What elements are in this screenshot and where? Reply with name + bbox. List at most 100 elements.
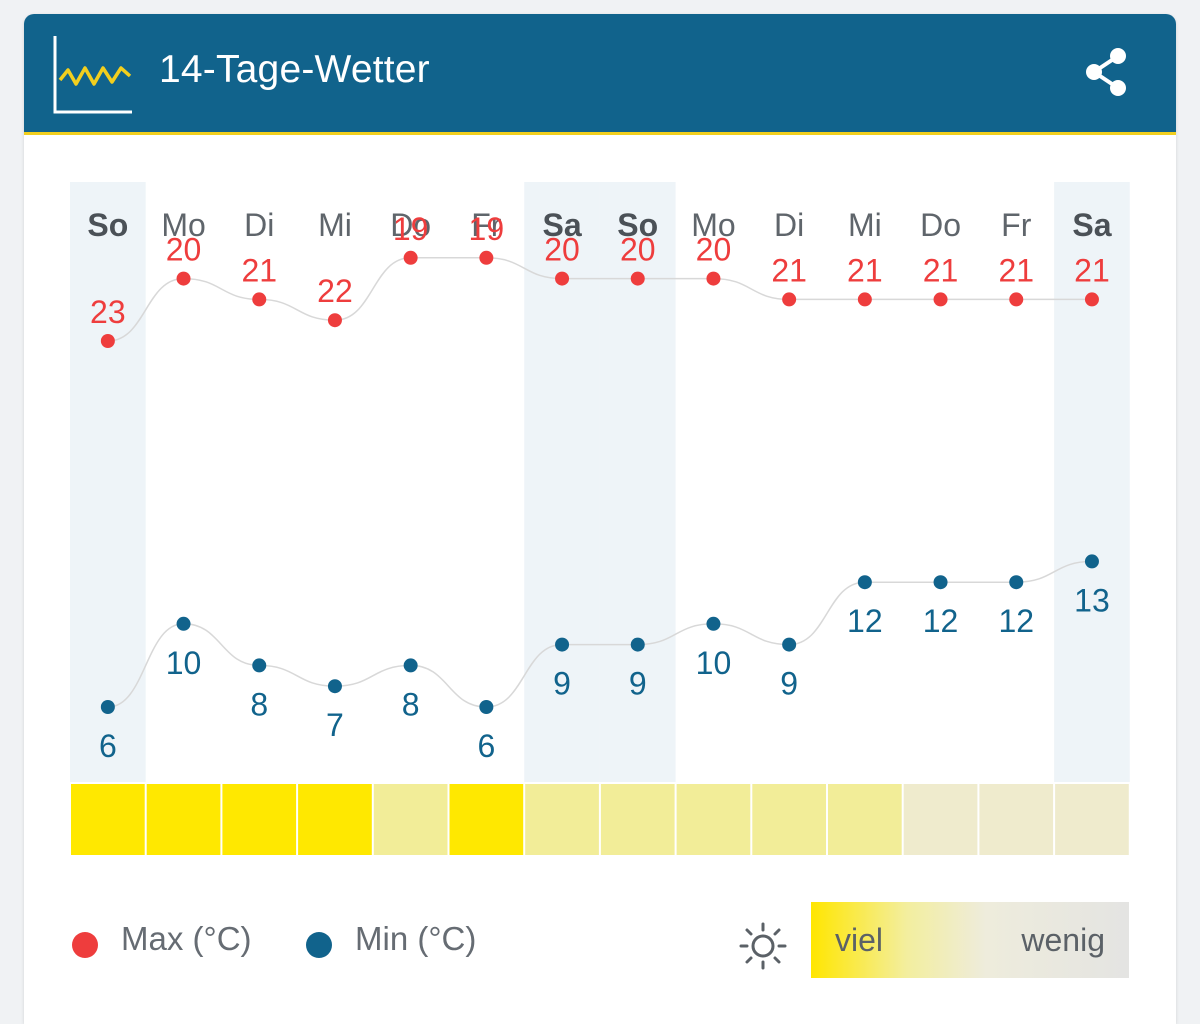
share-icon[interactable]	[1082, 46, 1130, 98]
max-point	[857, 292, 872, 307]
max-point	[252, 292, 267, 307]
max-point	[403, 250, 418, 265]
day-label: Sa	[1072, 207, 1111, 243]
min-data-label: 13	[1074, 582, 1110, 618]
day-label: Mo	[161, 207, 205, 243]
max-data-label: 21	[1074, 252, 1110, 288]
day-label: Mo	[691, 207, 735, 243]
max-point	[782, 292, 797, 307]
max-point	[630, 271, 645, 286]
max-data-label: 20	[166, 232, 202, 268]
max-data-label: 23	[90, 294, 126, 330]
min-point	[1084, 554, 1099, 569]
card-header: 14-Tage-Wetter	[24, 14, 1176, 135]
max-data-label: 21	[998, 252, 1034, 288]
max-data-label: 19	[469, 211, 505, 247]
min-point	[706, 616, 721, 631]
max-point	[327, 313, 342, 328]
sunshine-cell	[752, 784, 826, 855]
day-label: So	[617, 207, 658, 243]
max-data-label: 19	[393, 211, 429, 247]
max-data-label: 22	[317, 273, 353, 309]
day-label: So	[87, 207, 128, 243]
min-legend-label: Min (°C)	[355, 920, 477, 957]
min-point	[403, 658, 418, 673]
min-data-label: 12	[847, 603, 883, 639]
min-data-label: 8	[250, 686, 268, 722]
min-legend-dot	[306, 932, 332, 958]
day-label: Sa	[542, 207, 581, 243]
line-chart-icon	[53, 36, 132, 114]
weekend-column	[70, 182, 146, 782]
min-point	[933, 575, 948, 590]
min-point	[857, 575, 872, 590]
day-label: Di	[774, 207, 804, 243]
sunshine-cell	[71, 784, 145, 855]
weather-card: 14-Tage-Wetter So Mo Di Mi Do Fr Sa So Mo Di Mi Do F…	[24, 14, 1176, 1024]
min-point	[327, 679, 342, 694]
day-label: Mi	[848, 207, 882, 243]
min-data-label: 6	[477, 728, 495, 764]
sunshine-scale: viel wenig	[811, 902, 1129, 978]
sunshine-cell	[903, 784, 978, 855]
min-point	[1009, 575, 1024, 590]
day-label: Fr	[471, 207, 502, 243]
max-legend-dot	[72, 932, 98, 958]
sunshine-cell	[222, 784, 297, 855]
min-data-label: 10	[166, 645, 202, 681]
day-label: Do	[920, 207, 961, 243]
sunshine-cell	[828, 784, 902, 855]
max-point	[176, 271, 191, 286]
max-data-label: 21	[241, 252, 277, 288]
max-data-label: 20	[620, 232, 656, 268]
sunshine-cell	[525, 784, 599, 855]
min-data-label: 7	[326, 707, 344, 743]
max-data-label: 21	[847, 252, 883, 288]
min-data-label: 6	[99, 728, 117, 764]
sunshine-cell	[676, 784, 751, 855]
max-data-label: 20	[696, 232, 732, 268]
max-point	[1084, 292, 1099, 307]
max-legend-label: Max (°C)	[121, 920, 252, 957]
sun-icon	[739, 922, 787, 970]
temperature-chart: So Mo Di Mi Do Fr Sa So Mo Di Mi Do Fr Sa 23 20 21 22 19 19…	[70, 182, 1130, 855]
min-data-label: 12	[998, 603, 1034, 639]
sunshine-cell	[373, 784, 448, 855]
min-point	[100, 700, 115, 714]
min-data-label: 10	[696, 645, 732, 681]
max-point	[706, 271, 721, 286]
max-point	[100, 334, 115, 348]
sunshine-cell	[1055, 784, 1129, 855]
sunshine-cell	[600, 784, 675, 855]
max-point	[1009, 292, 1024, 307]
max-point	[555, 271, 570, 286]
min-data-label: 9	[553, 666, 571, 702]
min-data-label: 9	[780, 666, 798, 702]
max-data-label: 21	[923, 252, 959, 288]
sun-scale-low-label: wenig	[1021, 922, 1105, 958]
min-data-label: 9	[629, 666, 647, 702]
weekend-column	[1054, 182, 1130, 782]
max-data-label: 21	[771, 252, 807, 288]
day-label: Mi	[318, 207, 352, 243]
max-point	[933, 292, 948, 307]
min-point	[555, 637, 570, 652]
day-label: Fr	[1001, 207, 1032, 243]
min-point	[782, 637, 797, 652]
min-point	[479, 700, 494, 714]
sun-scale-high-label: viel	[835, 922, 884, 958]
sunshine-cell	[979, 784, 1054, 855]
max-data-label: 20	[544, 232, 580, 268]
day-label: Di	[244, 207, 274, 243]
max-point	[479, 250, 494, 265]
page-title: 14-Tage-Wetter	[159, 48, 430, 91]
min-data-label: 12	[923, 603, 959, 639]
sunshine-cell	[449, 784, 524, 855]
sunshine-cell	[298, 784, 372, 855]
day-label: Do	[390, 207, 431, 243]
min-point	[176, 616, 191, 631]
min-point	[252, 658, 267, 673]
min-data-label: 8	[402, 686, 420, 722]
min-point	[630, 637, 645, 652]
sunshine-cell	[146, 784, 221, 855]
